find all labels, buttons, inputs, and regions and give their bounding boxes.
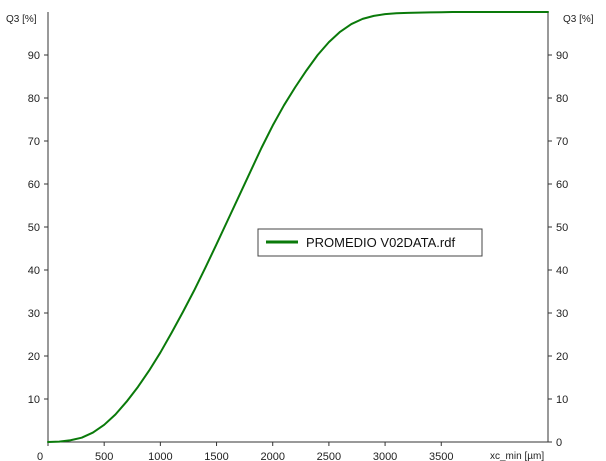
y-axis-title-right: Q3 [%] <box>563 14 594 25</box>
y-ticks-left: 10 20 30 40 50 60 70 80 90 <box>28 50 48 406</box>
x-tick-label-7: 3500 <box>429 451 453 461</box>
y-tick-label-right-7: 70 <box>556 136 568 148</box>
y-tick-label-left-3: 40 <box>28 265 40 277</box>
x-axis-title: xc_min [µm] <box>490 451 544 461</box>
y-tick-label-right-2: 20 <box>556 351 568 363</box>
y-tick-label-left-5: 60 <box>28 179 40 191</box>
y-tick-label-left-1: 20 <box>28 351 40 363</box>
y-axis-title-left: Q3 [%] <box>6 14 37 25</box>
y-tick-label-right-4: 40 <box>556 265 568 277</box>
y-tick-label-left-4: 50 <box>28 222 40 234</box>
x-tick-label-4: 2000 <box>260 451 284 461</box>
y-tick-label-right-9: 90 <box>556 50 568 62</box>
y-tick-label-right-5: 50 <box>556 222 568 234</box>
y-tick-label-left-7: 80 <box>28 93 40 105</box>
y-tick-label-right-6: 60 <box>556 179 568 191</box>
x-tick-label-6: 3000 <box>373 451 397 461</box>
y-tick-label-right-8: 80 <box>556 93 568 105</box>
y-tick-label-left-6: 70 <box>28 136 40 148</box>
x-tick-label-2: 1000 <box>148 451 172 461</box>
series-group <box>47 11 549 443</box>
legend-box <box>257 228 483 257</box>
y-tick-label-left-2: 30 <box>28 308 40 320</box>
y-tick-label-right-0: 0 <box>556 437 562 449</box>
y-tick-label-left-0: 10 <box>28 394 40 406</box>
y-tick-label-right-1: 10 <box>556 394 568 406</box>
legend-label-promedio: PROMEDIO V02DATA.rdf <box>306 235 455 250</box>
y-tick-label-right-3: 30 <box>556 308 568 320</box>
x-ticks: 0 500 1000 1500 2000 2500 3000 3500 <box>37 442 454 461</box>
x-tick-label-1: 500 <box>95 451 113 461</box>
series-line-0 <box>47 11 549 443</box>
x-tick-label-5: 2500 <box>317 451 341 461</box>
legend[interactable]: PROMEDIO V02DATA.rdf <box>257 228 483 257</box>
y-tick-label-left-8: 90 <box>28 50 40 62</box>
y-ticks-right: 0 10 20 30 40 50 60 70 80 90 <box>548 50 568 449</box>
x-tick-label-0: 0 <box>37 451 43 461</box>
x-tick-label-3: 1500 <box>204 451 228 461</box>
